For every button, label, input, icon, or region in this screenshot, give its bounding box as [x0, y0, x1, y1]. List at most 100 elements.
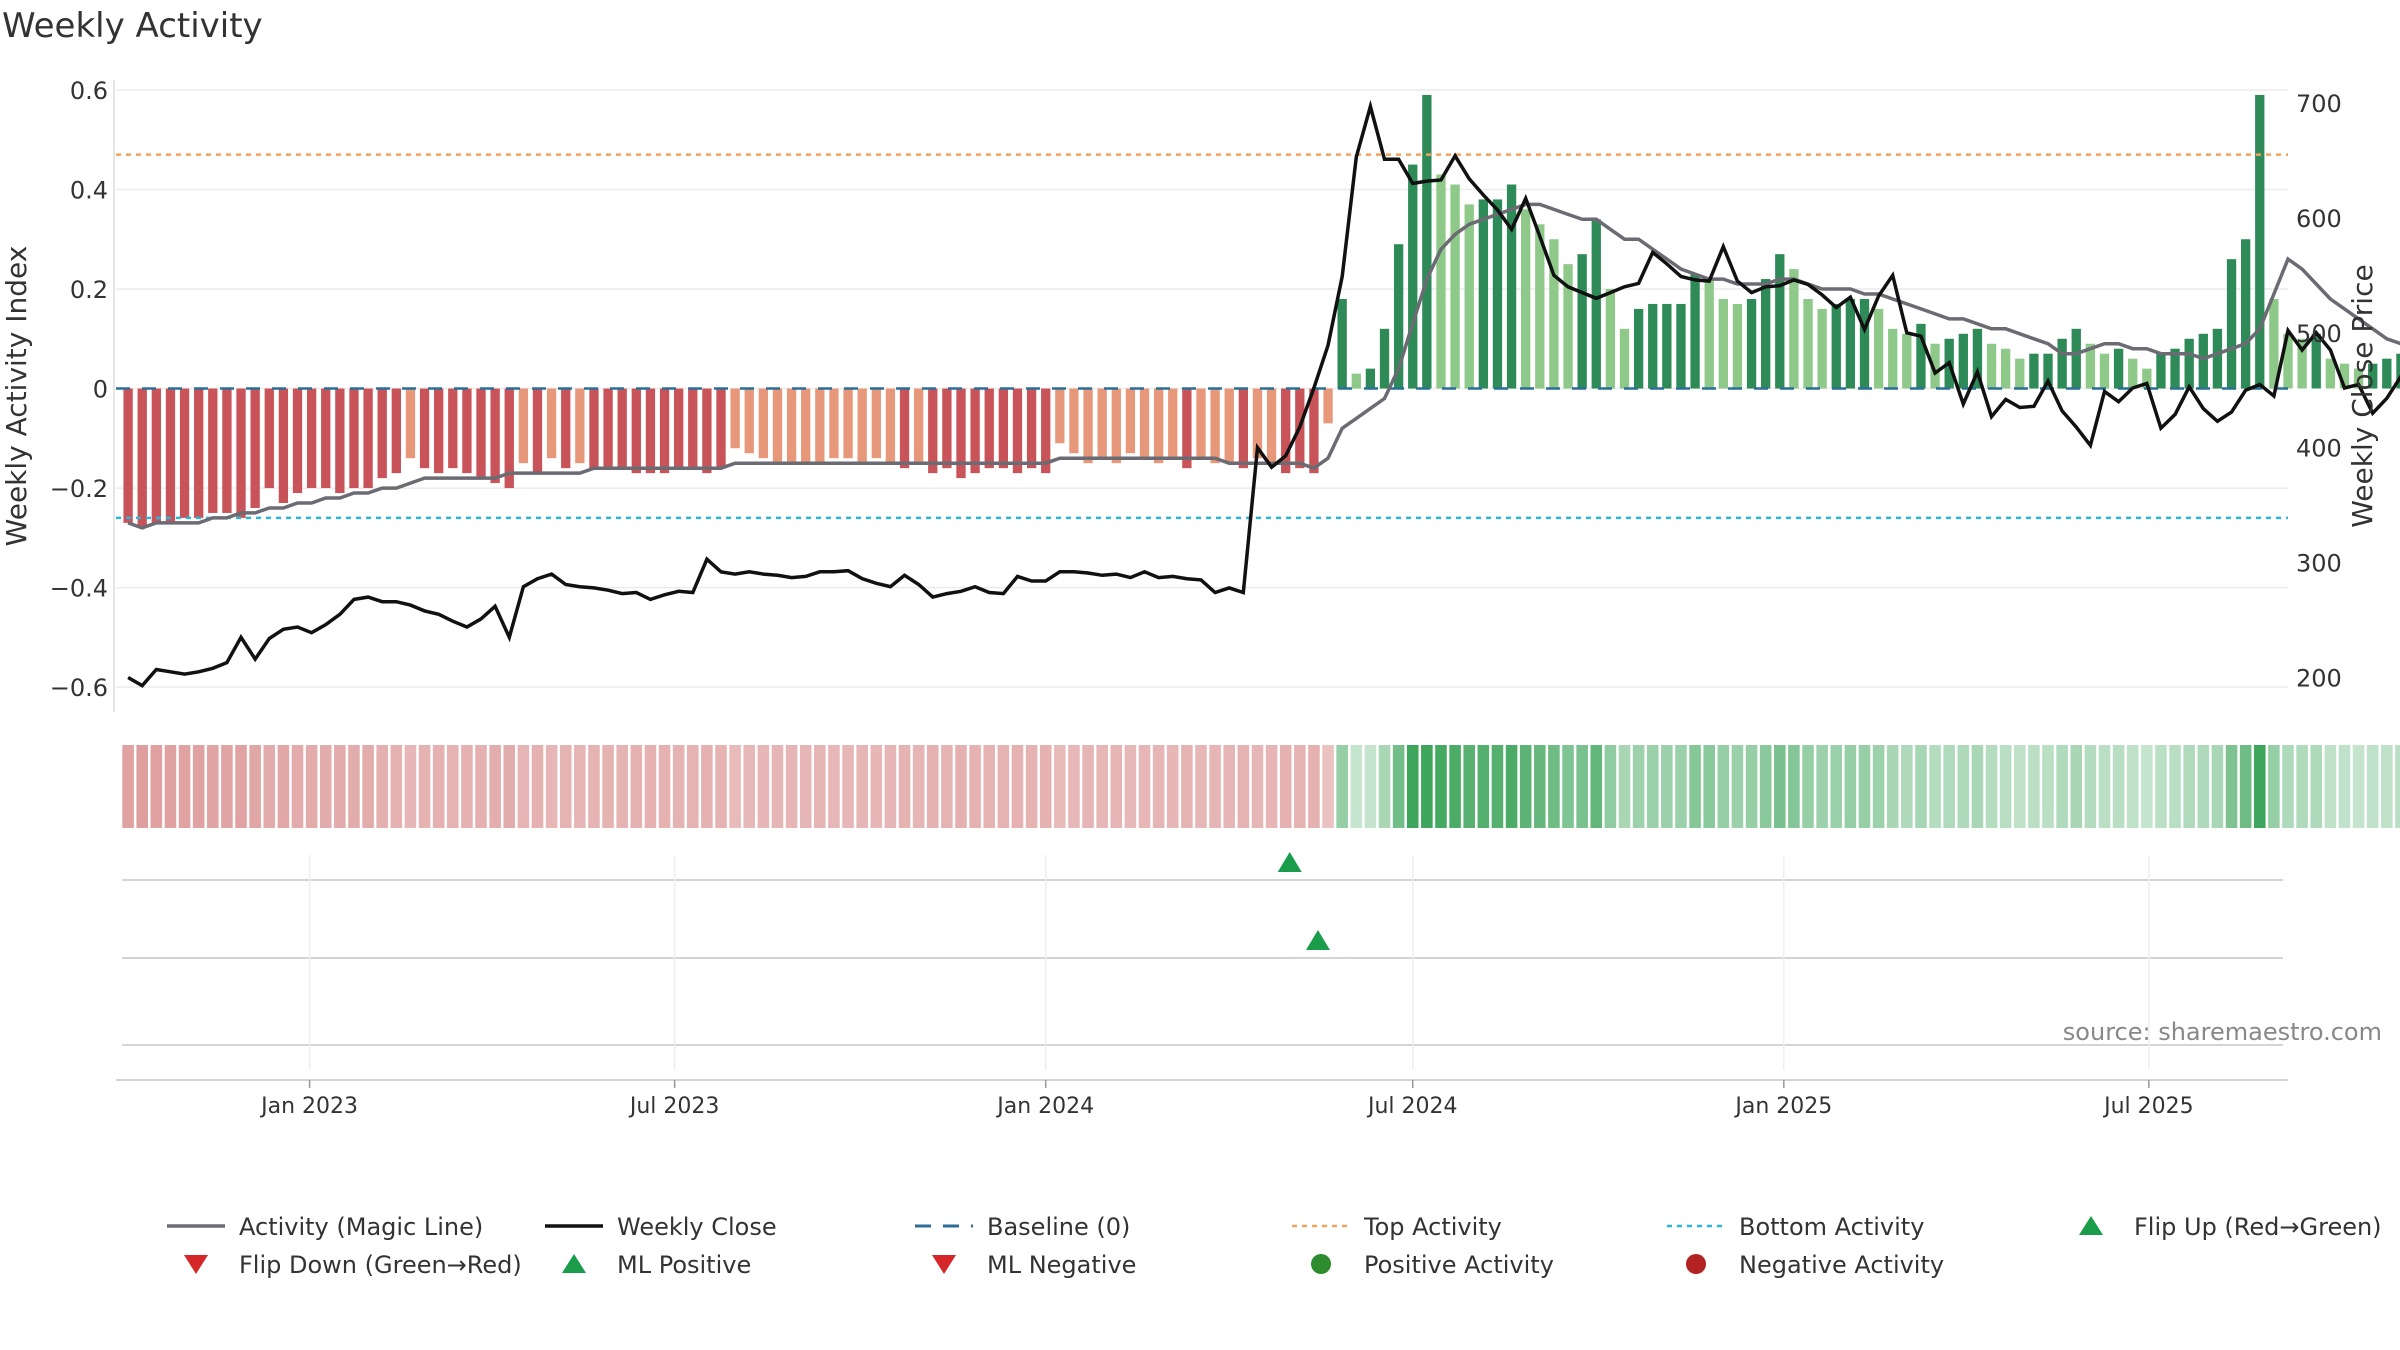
- activity-bar: [194, 388, 204, 518]
- heat-strip-cell: [686, 745, 699, 828]
- heat-strip-cell: [1209, 745, 1221, 828]
- heat-strip-cell: [305, 745, 318, 828]
- legend-label: Positive Activity: [1364, 1251, 1554, 1279]
- left-tick-label: 0: [93, 376, 108, 404]
- heat-strip-cell: [2352, 745, 2365, 828]
- activity-bar: [1478, 199, 1488, 389]
- heat-strip-cell: [334, 745, 346, 828]
- activity-bar: [1111, 388, 1121, 464]
- activity-bar: [2029, 353, 2039, 389]
- legend-item: Top Activity: [1292, 1213, 1502, 1241]
- activity-bar: [2339, 363, 2350, 389]
- heat-strip-cell: [2112, 745, 2125, 828]
- heat-strip-cell: [997, 745, 1010, 828]
- heat-strip-cell: [771, 745, 784, 828]
- heat-strip-cell: [418, 745, 431, 828]
- activity-bar: [1210, 388, 1220, 464]
- activity-bar: [391, 388, 401, 474]
- left-tick-label: 0.2: [70, 276, 108, 304]
- heat-strip-cell: [1195, 745, 1207, 828]
- activity-bar: [1916, 323, 1926, 389]
- activity-bar: [1648, 303, 1658, 389]
- activity-bar: [1845, 298, 1856, 389]
- activity-bar: [335, 388, 345, 494]
- activity-bar: [151, 388, 161, 523]
- heat-strip-cell: [1265, 745, 1278, 828]
- activity-bar: [928, 388, 938, 474]
- heat-strip-cell: [1858, 745, 1871, 828]
- activity-bar: [2396, 353, 2400, 389]
- heat-strip-cell: [2141, 745, 2153, 828]
- heat-strip-cell: [1957, 745, 1970, 828]
- activity-bar: [984, 388, 994, 469]
- activity-bar: [1041, 388, 1051, 474]
- activity-bar: [998, 388, 1009, 469]
- heat-strip-cell: [1491, 745, 1504, 828]
- right-axis-label: Weekly Close Price: [2346, 264, 2379, 527]
- heat-strip-cell: [1237, 745, 1250, 828]
- heat-strip-cell: [1392, 745, 1405, 828]
- activity-bar: [405, 388, 416, 459]
- heat-strip-cell: [1562, 745, 1574, 828]
- legend-label: Top Activity: [1363, 1213, 1502, 1241]
- heat-strip-cell: [715, 745, 727, 828]
- heat-strip-cell: [2381, 745, 2393, 828]
- activity-bar: [1450, 184, 1460, 389]
- activity-bar: [1436, 174, 1446, 389]
- heat-strip-cell: [1929, 745, 1941, 828]
- heat-strip-cell: [912, 745, 925, 828]
- activity-bar: [1633, 308, 1644, 389]
- heat-strip-cell: [1731, 745, 1744, 828]
- heat-strip-cell: [517, 745, 530, 828]
- heat-strip-cell: [1618, 745, 1631, 828]
- activity-bar: [236, 388, 246, 518]
- heat-strip-cell: [785, 745, 798, 828]
- activity-bar: [1266, 388, 1277, 464]
- activity-bar: [575, 388, 585, 464]
- axes-layer: −0.6 −0.4 −0.2 0 0.2 0.4 0.6 200 300 400 500 600 700…: [0, 77, 2379, 712]
- left-tick-label: 0.4: [70, 176, 108, 204]
- heat-strip-cell: [1886, 745, 1899, 828]
- legend-label: Negative Activity: [1739, 1251, 1944, 1279]
- activity-bar: [504, 388, 514, 489]
- activity-bar: [2170, 348, 2180, 389]
- heat-strip-cell: [207, 745, 219, 828]
- activity-bar: [730, 388, 740, 449]
- right-tick-label: 300: [2296, 550, 2342, 578]
- x-tick-label: Jan 2025: [1733, 1094, 1832, 1119]
- heat-strip-cell: [842, 745, 854, 828]
- activity-bar: [970, 388, 980, 474]
- activity-bar: [1238, 388, 1249, 469]
- legend-label: Weekly Close: [617, 1213, 777, 1241]
- activity-bar: [1422, 94, 1432, 389]
- activity-bar: [1873, 308, 1884, 389]
- activity-bar: [786, 388, 797, 464]
- left-tick-label: 0.6: [70, 77, 108, 105]
- activity-bar: [1605, 289, 1616, 389]
- heat-strip-cell: [1463, 745, 1476, 828]
- activity-bar: [1281, 388, 1291, 474]
- activity-bar: [179, 388, 190, 518]
- heat-strip-cell: [955, 745, 967, 828]
- heat-strip-cell: [1675, 745, 1687, 828]
- activity-bar: [2085, 343, 2096, 389]
- heat-strip-cell: [1110, 745, 1123, 828]
- activity-bar: [815, 388, 825, 464]
- activity-bar: [2382, 358, 2392, 389]
- activity-bar: [1464, 204, 1474, 389]
- activity-bar: [2128, 358, 2138, 389]
- activity-bar: [2269, 298, 2279, 389]
- activity-bar: [2325, 358, 2336, 389]
- heat-strip-cell: [672, 745, 685, 828]
- activity-bar: [2297, 338, 2307, 389]
- activity-bar: [1083, 388, 1093, 464]
- activity-bar: [2071, 328, 2081, 389]
- activity-bar: [716, 388, 726, 469]
- right-tick-label: 600: [2296, 205, 2342, 233]
- activity-bar: [2113, 348, 2124, 389]
- heat-strip-cell: [136, 745, 149, 828]
- right-tick-label: 200: [2296, 665, 2342, 693]
- right-tick-label: 500: [2296, 320, 2342, 348]
- heat-strip-cell: [2126, 745, 2139, 828]
- heat-strip-cell: [404, 745, 417, 828]
